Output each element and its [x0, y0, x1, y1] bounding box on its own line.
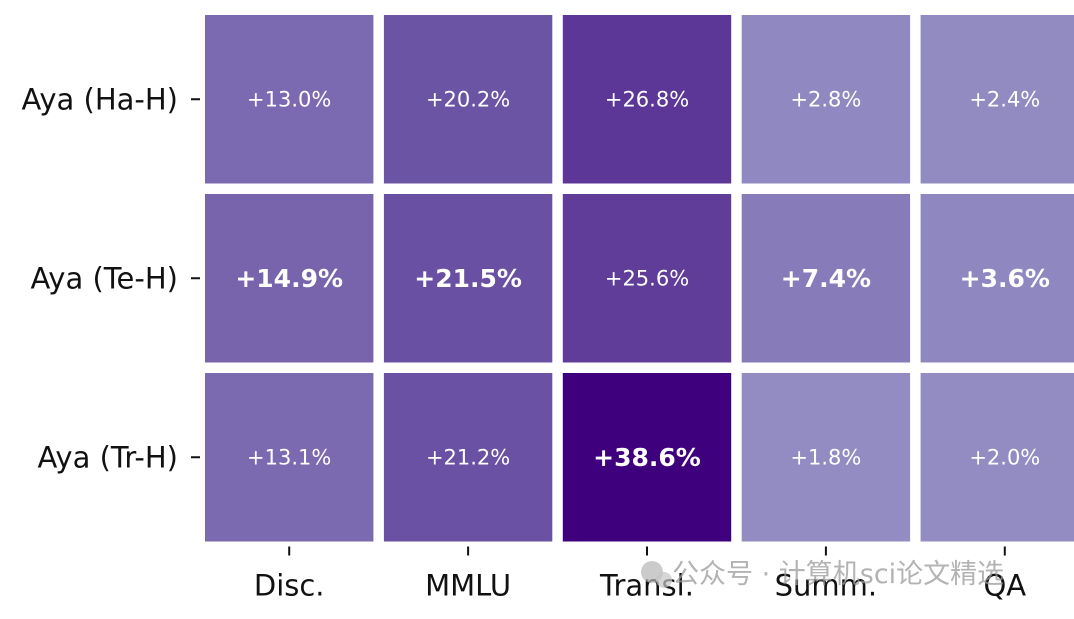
- cell-value-label: +21.5%: [414, 264, 522, 293]
- cell-value-label: +21.2%: [426, 445, 510, 469]
- heatmap-cell: [741, 15, 911, 184]
- cell-value-label: +20.2%: [426, 87, 510, 111]
- x-tick-label: MMLU: [425, 569, 511, 603]
- heatmap-cell: [383, 194, 553, 363]
- cell-value-label: +13.0%: [247, 87, 331, 111]
- y-tick-label: Aya (Tr-H): [38, 440, 178, 474]
- heatmap-cell: [383, 373, 553, 542]
- heatmap-cell: [383, 15, 553, 184]
- heatmap-cell: [562, 15, 732, 184]
- x-tick-label: QA: [983, 569, 1026, 603]
- cell-value-label: +2.4%: [969, 87, 1040, 111]
- heatmap-cell: [741, 194, 911, 363]
- heatmap-cell: [205, 194, 374, 363]
- y-tick-label: Aya (Te-H): [30, 261, 178, 295]
- cell-value-label: +2.0%: [969, 445, 1040, 469]
- cell-value-label: +26.8%: [605, 87, 689, 111]
- cell-value-label: +2.8%: [790, 87, 861, 111]
- heatmap-cell: [920, 194, 1074, 363]
- cell-value-label: +7.4%: [781, 264, 871, 293]
- heatmap-cell: [562, 194, 732, 363]
- cell-value-label: +3.6%: [960, 264, 1050, 293]
- heatmap-cell: [205, 373, 374, 542]
- cell-value-label: +13.1%: [247, 445, 331, 469]
- wechat-icon: [641, 561, 672, 588]
- x-tick-label: Disc.: [254, 569, 325, 603]
- heatmap-cell: [920, 15, 1074, 184]
- x-tick-label: Summ.: [775, 569, 878, 603]
- y-axis: Aya (Ha-H) Aya (Te-H) Aya (Tr-H): [22, 82, 200, 474]
- cell-value-label: +14.9%: [235, 264, 343, 293]
- heatmap-cell: [920, 373, 1074, 542]
- heatmap-cell: [741, 373, 911, 542]
- heatmap-cell: [205, 15, 374, 184]
- y-tick-label: Aya (Ha-H): [22, 82, 179, 116]
- heatmap-cell: [562, 373, 732, 542]
- cell-value-label: +38.6%: [593, 443, 701, 472]
- heatmap-cells: +13.0% +20.2% +26.8% +2.8% +2.4% +14.9% +21.5%…: [205, 15, 1074, 542]
- watermark-text: 公众号 · 计算机sci论文精选: [672, 559, 1004, 590]
- watermark: 公众号 · 计算机sci论文精选: [641, 559, 1004, 590]
- cell-value-label: +1.8%: [790, 445, 861, 469]
- cell-value-label: +25.6%: [605, 266, 689, 290]
